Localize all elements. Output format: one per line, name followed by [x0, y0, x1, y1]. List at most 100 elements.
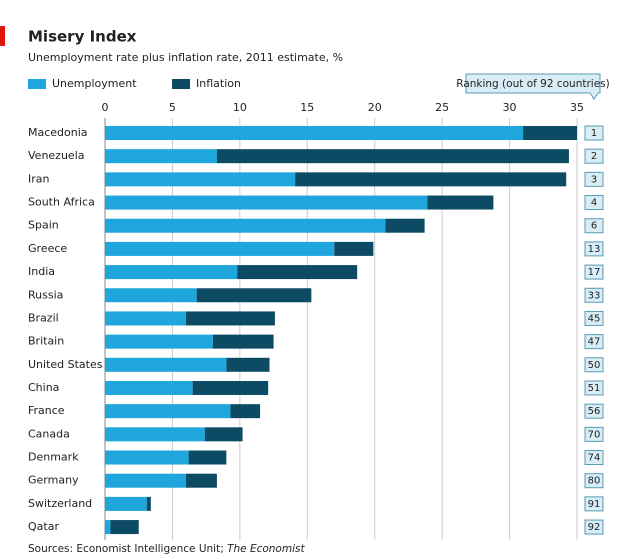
bar-segment	[226, 357, 270, 372]
ranking-box	[584, 450, 604, 466]
ranking-box	[584, 380, 604, 396]
y-tick-label: Britain	[28, 335, 64, 348]
ranking-box	[584, 473, 604, 489]
ranking-label: 47	[588, 337, 601, 348]
y-tick-label: Russia	[28, 288, 63, 301]
bar-segment	[192, 380, 269, 395]
legend-swatch	[172, 79, 190, 89]
ranking-box	[584, 148, 604, 164]
bar-segment	[105, 265, 238, 280]
bar-segment	[105, 218, 386, 233]
legend-label: Inflation	[196, 77, 241, 90]
ranking-title: Ranking (out of 92 countries)	[456, 78, 609, 90]
y-tick-label: Qatar	[28, 520, 59, 533]
bar-segment	[237, 265, 358, 280]
ranking-label: 70	[588, 429, 601, 440]
sources-text: Sources: Economist Intelligence Unit;	[28, 543, 227, 555]
sources-italic: The Economist	[227, 543, 305, 555]
y-tick-label: Spain	[28, 219, 59, 232]
x-tick-label: 30	[503, 101, 517, 114]
ranking-box	[584, 403, 604, 419]
ranking-box	[584, 496, 604, 512]
bar-segment	[105, 126, 524, 140]
bar-segment	[105, 311, 186, 326]
x-tick-label: 15	[300, 101, 314, 114]
bar-segment	[188, 450, 227, 465]
ranking-box	[584, 287, 604, 303]
bar-segment	[105, 172, 296, 187]
ranking-label: 4	[591, 198, 597, 209]
title-accent	[0, 26, 5, 46]
ranking-box	[584, 218, 604, 234]
y-tick-label: Greece	[28, 242, 67, 255]
bar-segment	[105, 288, 197, 303]
bar-segment	[334, 241, 374, 256]
y-tick-label: Brazil	[28, 311, 59, 324]
legend-label: Unemployment	[52, 77, 137, 90]
y-tick-label: Macedonia	[28, 126, 88, 139]
sources: Sources: Economist Intelligence Unit; Th…	[28, 543, 305, 555]
bar-segment	[185, 311, 275, 326]
bar-segment	[105, 473, 186, 488]
ranking-box	[584, 334, 604, 350]
ranking-header: Ranking (out of 92 countries)	[456, 73, 610, 100]
y-tick-label: China	[28, 381, 59, 394]
y-tick-label: Canada	[28, 427, 70, 440]
bar-segment	[216, 149, 569, 164]
bar-segment	[105, 149, 217, 164]
ranking-box	[584, 125, 604, 141]
ranking-box	[584, 519, 604, 535]
bar-segment	[105, 520, 111, 535]
bar-segment	[523, 126, 577, 140]
ranking-label: 92	[588, 522, 601, 533]
ranking-box	[584, 310, 604, 326]
y-tick-label: France	[28, 404, 65, 417]
x-tick-label: 10	[233, 101, 247, 114]
ranking-label: 91	[588, 499, 601, 510]
x-tick-label: 0	[102, 101, 109, 114]
bar-segment	[105, 241, 335, 256]
bar-segment	[110, 520, 139, 535]
y-tick-label: Iran	[28, 172, 50, 185]
ranking-label: 1	[591, 128, 597, 139]
bar-segment	[105, 496, 147, 511]
legend-swatch	[28, 79, 46, 89]
bar-segment	[105, 380, 193, 395]
ranking-box	[584, 171, 604, 187]
x-tick-label: 25	[435, 101, 449, 114]
ranking-label: 33	[588, 290, 601, 301]
x-tick-label: 5	[169, 101, 176, 114]
x-tick-label: 35	[570, 101, 584, 114]
y-tick-label: India	[28, 265, 55, 278]
ranking-label: 51	[588, 383, 601, 394]
bar-segment	[105, 334, 213, 349]
ranking-label: 50	[588, 360, 601, 371]
bar-segment	[230, 404, 261, 419]
ranking-label: 80	[588, 476, 601, 487]
y-tick-label: Germany	[28, 474, 79, 487]
x-tick-label: 20	[368, 101, 382, 114]
bar-segment	[105, 404, 231, 419]
chart-title: Misery Index	[28, 28, 137, 46]
bar-segment	[105, 450, 189, 465]
ranking-box	[584, 426, 604, 442]
y-tick-label: United States	[28, 358, 103, 371]
bar-segment	[185, 473, 217, 488]
bar-segment	[146, 496, 151, 511]
bar-segment	[427, 195, 494, 210]
bar-segment	[204, 427, 243, 442]
ranking-label: 2	[591, 151, 597, 162]
ranking-box	[465, 73, 601, 100]
y-tick-label: South Africa	[28, 196, 95, 209]
chart-subtitle: Unemployment rate plus inflation rate, 2…	[28, 51, 343, 64]
ranking-label: 3	[591, 174, 597, 185]
bar-segment	[105, 427, 205, 442]
ranking-label: 13	[588, 244, 601, 255]
bar-segment	[295, 172, 567, 187]
bar-segment	[385, 218, 425, 233]
bar-segment	[212, 334, 274, 349]
bar-segment	[105, 357, 227, 372]
y-tick-label: Switzerland	[28, 497, 92, 510]
y-tick-label: Denmark	[28, 451, 79, 464]
